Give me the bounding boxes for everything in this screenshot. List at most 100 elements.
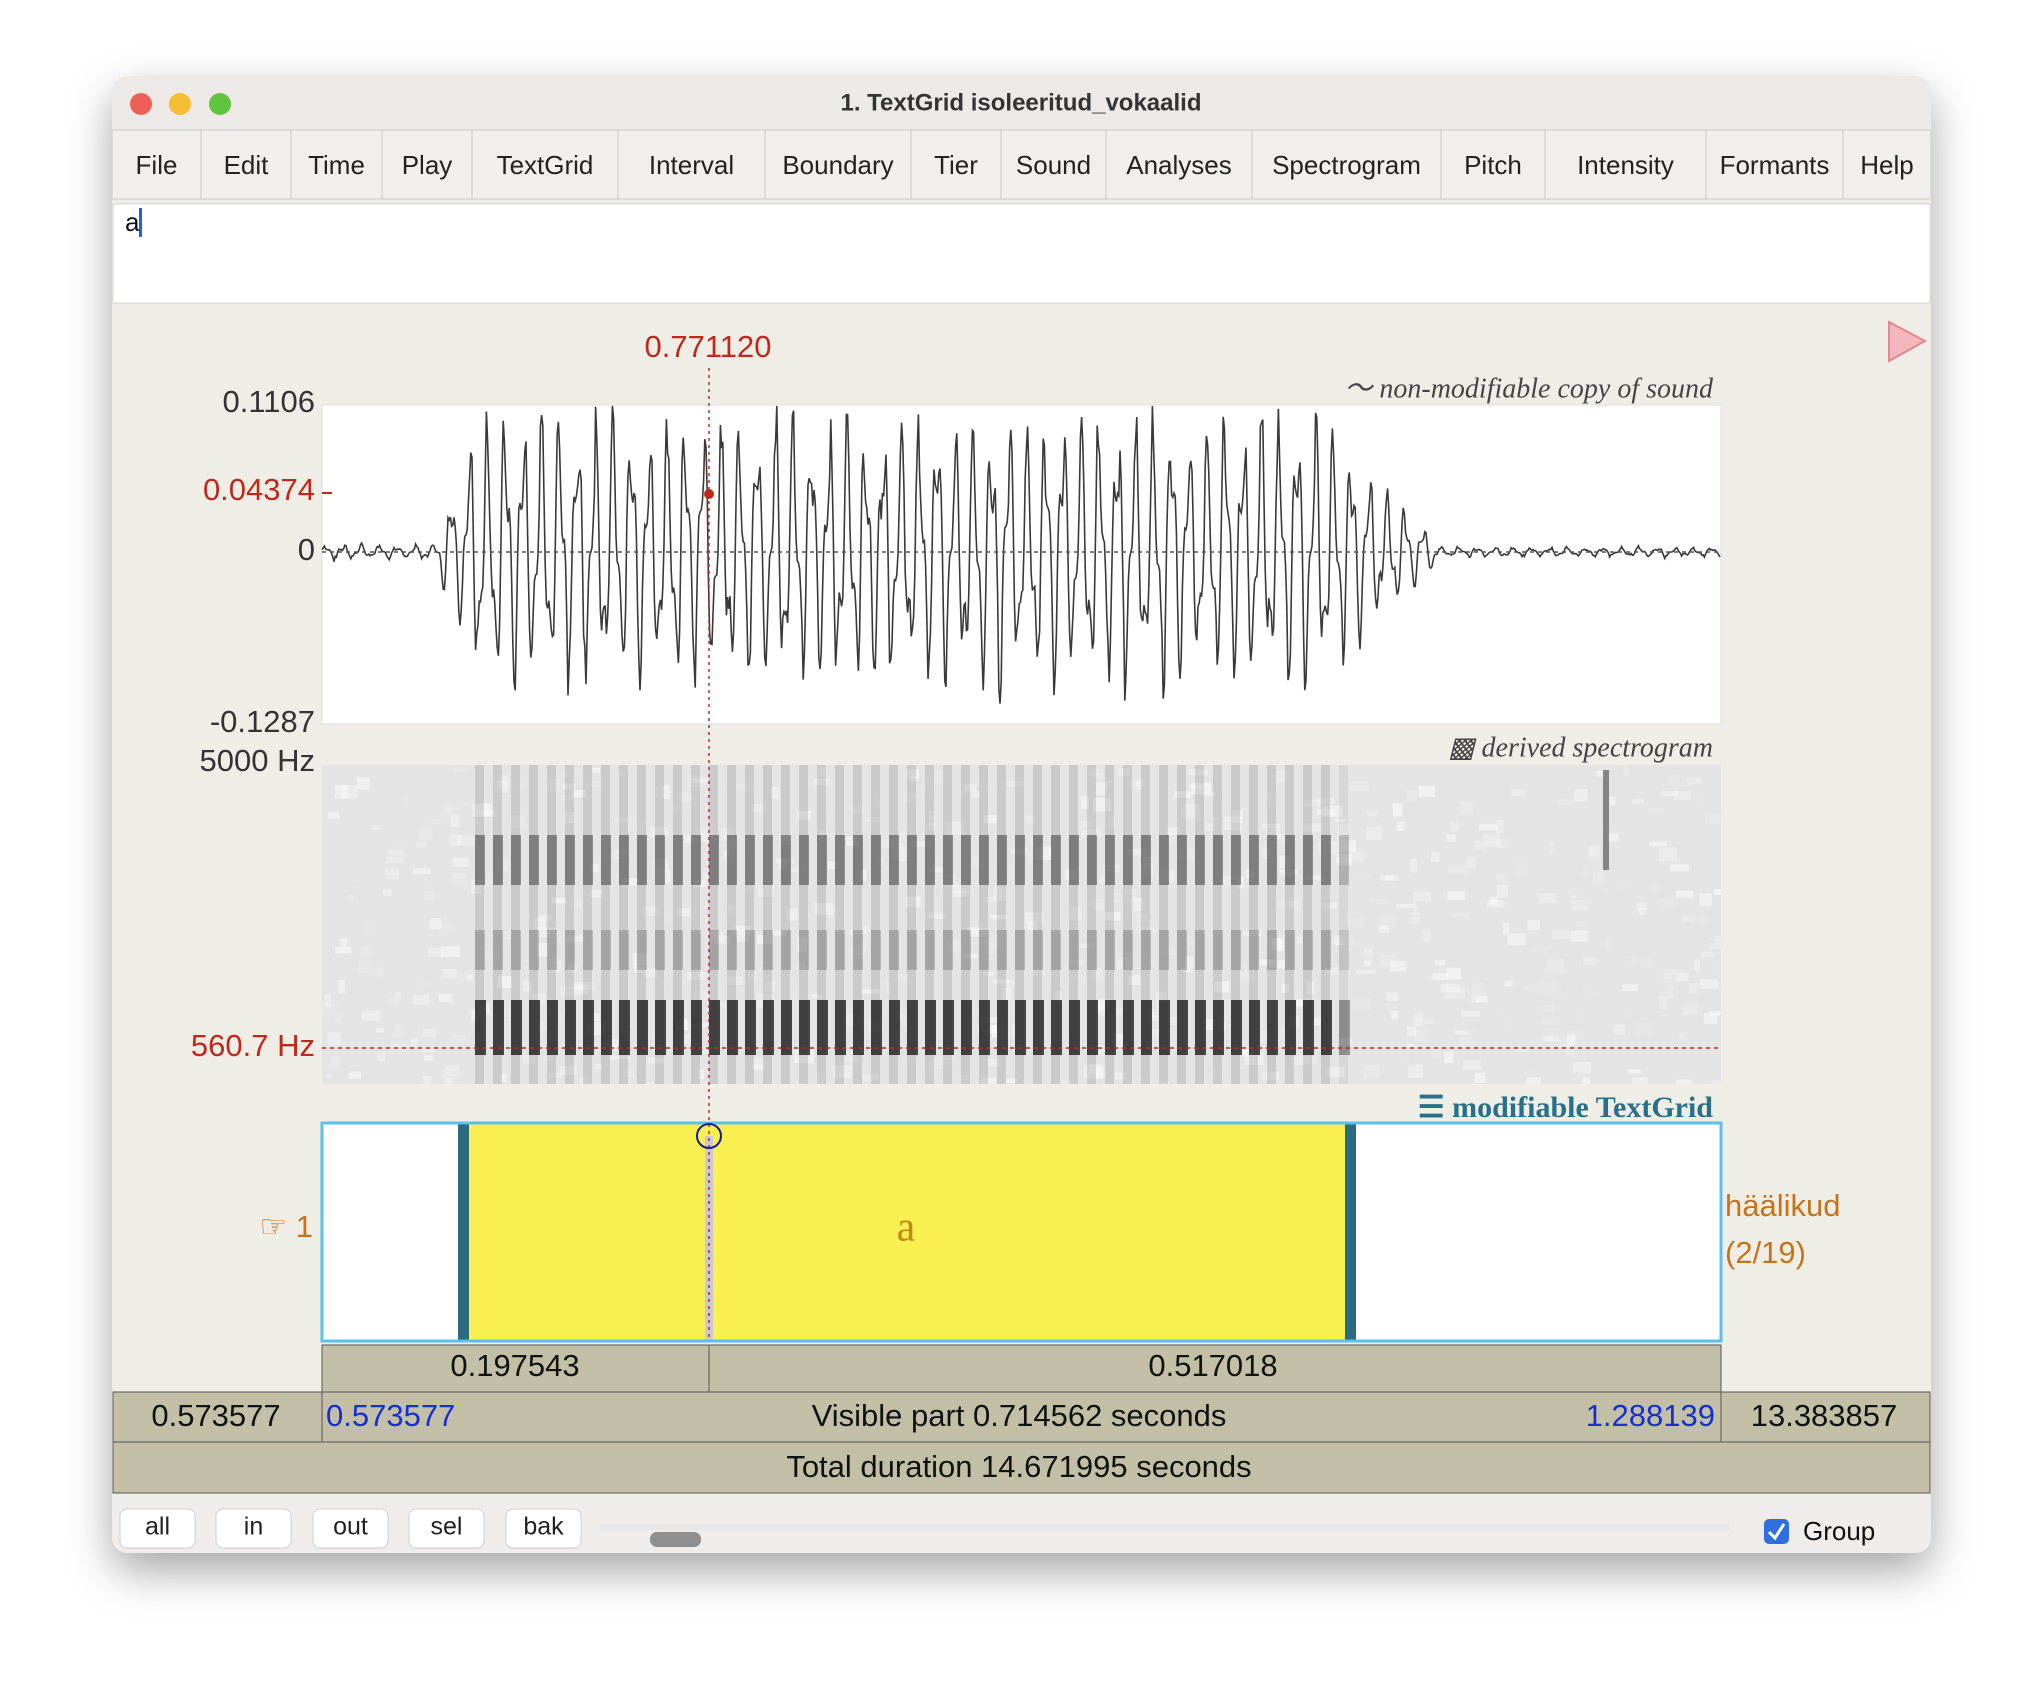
menu-item[interactable]: Spectrogram: [1272, 150, 1421, 180]
button[interactable]: [119, 1508, 196, 1549]
spectrogram-stripe: [1141, 765, 1150, 1084]
button-label[interactable]: bak: [523, 1513, 564, 1541]
spectrogram-noise: [1434, 959, 1446, 966]
formant-band: [871, 835, 881, 885]
spectrogram-noise: [1596, 770, 1606, 777]
spectrogram-noise: [386, 998, 400, 1004]
menu-item[interactable]: Interval: [649, 150, 734, 180]
spectrogram-noise: [1613, 1064, 1623, 1073]
formant-band: [1249, 930, 1259, 970]
spectrogram-noise: [500, 1073, 507, 1083]
spectrogram-noise: [1296, 936, 1303, 944]
spectrogram-noise: [662, 784, 671, 799]
visible-right: 13.383857: [1751, 1398, 1898, 1433]
y-min: -0.1287: [210, 704, 315, 739]
button-label[interactable]: in: [244, 1513, 263, 1541]
spectrogram-noise: [1581, 864, 1589, 875]
total-duration: Total duration 14.671995 seconds: [786, 1449, 1251, 1484]
button[interactable]: [505, 1508, 582, 1549]
menu-item[interactable]: Formants: [1720, 150, 1830, 180]
menu-item[interactable]: Edit: [224, 150, 270, 180]
menu-item[interactable]: Help: [1860, 150, 1913, 180]
spectrogram-stripe: [1015, 765, 1024, 1084]
visible-right-cell[interactable]: [1720, 1391, 1931, 1443]
menu-item[interactable]: Time: [308, 150, 365, 180]
spectrogram-noise: [1682, 1004, 1698, 1015]
menu-item[interactable]: Play: [402, 150, 453, 180]
spectrogram-stripe: [1321, 765, 1330, 1084]
spectrogram-noise: [338, 979, 345, 994]
spectrogram-noise: [1135, 780, 1142, 790]
visible-left-cell[interactable]: [112, 1391, 323, 1443]
boundary[interactable]: [458, 1123, 469, 1341]
spectrogram-noise: [1079, 943, 1095, 949]
minimize-button[interactable]: [169, 93, 191, 115]
zoom-button[interactable]: [209, 93, 231, 115]
spectrogram-noise: [1448, 865, 1468, 874]
boundary[interactable]: [1345, 1123, 1356, 1341]
button[interactable]: [215, 1508, 292, 1549]
spectrogram-noise: [1633, 803, 1645, 813]
spectrogram-noise: [1322, 902, 1338, 909]
menu-item[interactable]: Tier: [934, 150, 978, 180]
text-field[interactable]: [112, 203, 1931, 304]
spectrogram-noise: [736, 934, 749, 942]
menu-item[interactable]: Intensity: [1577, 150, 1674, 180]
duration-cell[interactable]: [708, 1344, 1722, 1393]
button[interactable]: [312, 1508, 389, 1549]
close-button[interactable]: [130, 93, 152, 115]
group-checkbox[interactable]: [1764, 1519, 1789, 1544]
spectrogram-noise: [443, 1069, 458, 1083]
menu-item[interactable]: TextGrid: [497, 150, 594, 180]
button-label[interactable]: out: [333, 1513, 368, 1541]
spectrogram-noise: [1607, 833, 1619, 842]
spectrogram-stripe: [709, 765, 718, 1084]
formant-band: [853, 930, 863, 970]
spectrogram-noise: [1534, 1048, 1548, 1057]
spectrogram-noise: [790, 990, 806, 999]
total-cell[interactable]: [112, 1441, 1931, 1494]
menu-item[interactable]: File: [136, 150, 178, 180]
spectrogram-stripe: [1159, 765, 1168, 1084]
spectrogram-stripe: [1267, 765, 1276, 1084]
spectrogram-stripe: [1285, 765, 1294, 1084]
spectrogram-noise: [993, 979, 1010, 984]
spectrogram-noise: [450, 834, 462, 846]
spectrogram-noise: [1304, 929, 1320, 938]
spectrogram-noise: [1447, 891, 1465, 900]
spectrogram-noise: [1355, 969, 1376, 974]
menu-item[interactable]: Sound: [1016, 150, 1091, 180]
spectrogram-noise: [1697, 1054, 1714, 1066]
spectrogram-noise: [779, 858, 788, 870]
menu-item[interactable]: Boundary: [782, 150, 893, 180]
spectrogram-noise: [523, 980, 533, 992]
spectrogram-noise: [727, 976, 743, 986]
spectrogram-noise: [426, 880, 444, 886]
formant-band: [1177, 1000, 1188, 1055]
waveform-panel: [321, 404, 1722, 725]
button-label[interactable]: all: [145, 1513, 170, 1541]
formant-band: [889, 835, 899, 885]
spectrogram-noise: [648, 987, 665, 996]
spectrogram-noise: [1333, 935, 1343, 946]
spectrogram-noise: [889, 843, 904, 855]
menu-item[interactable]: Pitch: [1464, 150, 1522, 180]
spectrogram-noise: [905, 896, 921, 908]
play-button[interactable]: [1888, 320, 1928, 363]
spectrogram-noise: [493, 780, 509, 793]
button[interactable]: [408, 1508, 485, 1549]
scroll-track[interactable]: [600, 1524, 1730, 1530]
selected-interval[interactable]: [463, 1123, 1350, 1341]
formant-band: [1033, 930, 1043, 970]
spectrogram-noise: [1182, 967, 1203, 976]
spectrogram-noise: [648, 827, 669, 837]
spectrogram-noise: [324, 1073, 332, 1079]
spectrogram-noise: [746, 885, 754, 891]
spectrogram-noise: [797, 810, 811, 821]
spectrogram-noise: [714, 935, 731, 945]
scroll-thumb[interactable]: [650, 1532, 701, 1547]
spectrogram-stripe: [1177, 765, 1186, 1084]
button-label[interactable]: sel: [431, 1513, 463, 1541]
menu-item[interactable]: Analyses: [1126, 150, 1232, 180]
duration-cell[interactable]: [321, 1344, 710, 1393]
